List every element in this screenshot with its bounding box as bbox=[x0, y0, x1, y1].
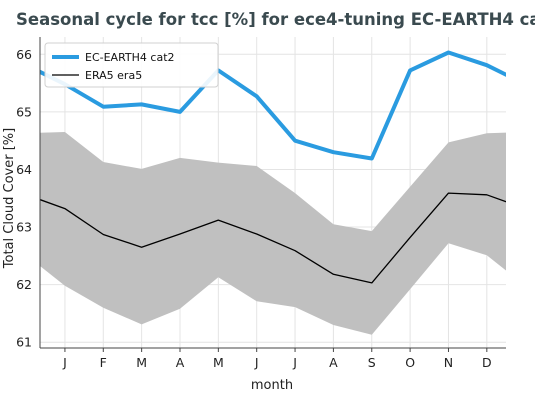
x-tick-label: O bbox=[405, 355, 415, 370]
x-tick-label: S bbox=[368, 355, 376, 370]
chart-title: Seasonal cycle for tcc [%] for ece4-tuni… bbox=[16, 10, 535, 29]
x-axis-label: month bbox=[251, 378, 293, 393]
y-axis: 61 62 63 64 65 66 bbox=[16, 47, 32, 350]
x-tick-label: A bbox=[176, 355, 185, 370]
legend-label: EC-EARTH4 cat2 bbox=[85, 51, 175, 64]
series-line-ec-earth4 bbox=[40, 50, 506, 161]
plot-area bbox=[39, 37, 506, 349]
x-tick-label: F bbox=[100, 355, 107, 370]
x-tick-label: M bbox=[213, 355, 224, 370]
y-tick-label: 62 bbox=[16, 277, 32, 292]
y-tick-label: 66 bbox=[16, 47, 32, 62]
legend: EC-EARTH4 cat2 ERA5 era5 bbox=[44, 42, 219, 88]
y-tick-label: 65 bbox=[16, 104, 32, 119]
x-tick-label: J bbox=[62, 355, 67, 370]
x-tick-label: J bbox=[292, 355, 297, 370]
y-axis-label: Total Cloud Cover [%] bbox=[2, 128, 17, 269]
x-tick-label: J bbox=[254, 355, 259, 370]
era5-range-band bbox=[40, 132, 506, 335]
x-tick-label: A bbox=[329, 355, 338, 370]
y-tick-label: 61 bbox=[16, 335, 32, 350]
x-tick-label: D bbox=[482, 355, 492, 370]
x-tick-label: N bbox=[444, 355, 453, 370]
legend-box bbox=[44, 42, 219, 88]
series-group bbox=[40, 50, 506, 335]
legend-label: ERA5 era5 bbox=[85, 69, 142, 82]
x-tick-label: M bbox=[136, 355, 147, 370]
series-line-era5 bbox=[40, 192, 506, 284]
y-tick-label: 64 bbox=[16, 162, 32, 177]
y-tick-label: 63 bbox=[16, 220, 32, 235]
